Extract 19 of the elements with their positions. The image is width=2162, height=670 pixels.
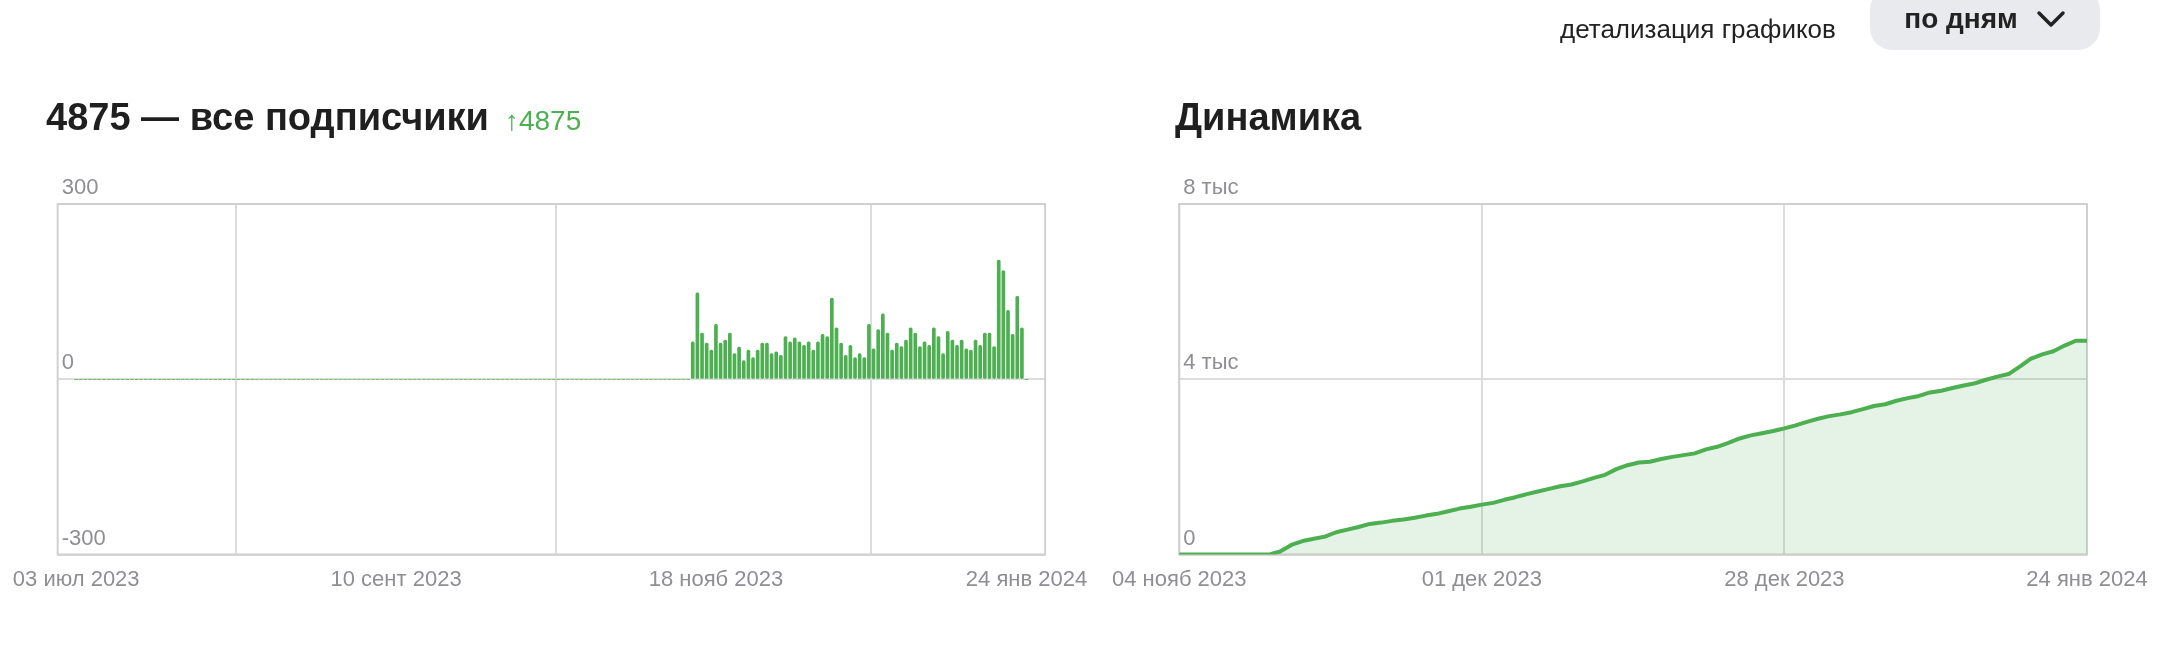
chart-title: Динамика [1175,96,1362,139]
y-tick-label: 4 тыс [1183,349,1239,375]
y-tick-label: 0 [61,349,74,375]
x-tick-label: 24 янв 2024 [965,565,1088,591]
x-tick-label: 24 янв 2024 [2026,565,2148,591]
x-tick-label: 04 нояб 2023 [1111,565,1247,591]
y-tick-label: 300 [61,174,99,200]
x-tick-label: 01 дек 2023 [1421,565,1543,591]
chart-title: 4875 — все подписчики [46,96,489,138]
y-tick-label: 0 [1183,524,1196,550]
text: детализация графиков [1560,14,1836,45]
chart-subtitle: ↑4875 [504,105,582,136]
x-tick-label: 28 дек 2023 [1724,565,1845,591]
y-tick-label: -300 [61,524,106,550]
x-tick-label: 10 сент 2023 [330,565,462,591]
x-tick-label: 03 июл 2023 [12,565,140,591]
text: по дням [1904,3,2018,35]
x-tick-label: 18 нояб 2023 [648,565,784,591]
y-tick-label: 8 тыс [1183,174,1239,200]
